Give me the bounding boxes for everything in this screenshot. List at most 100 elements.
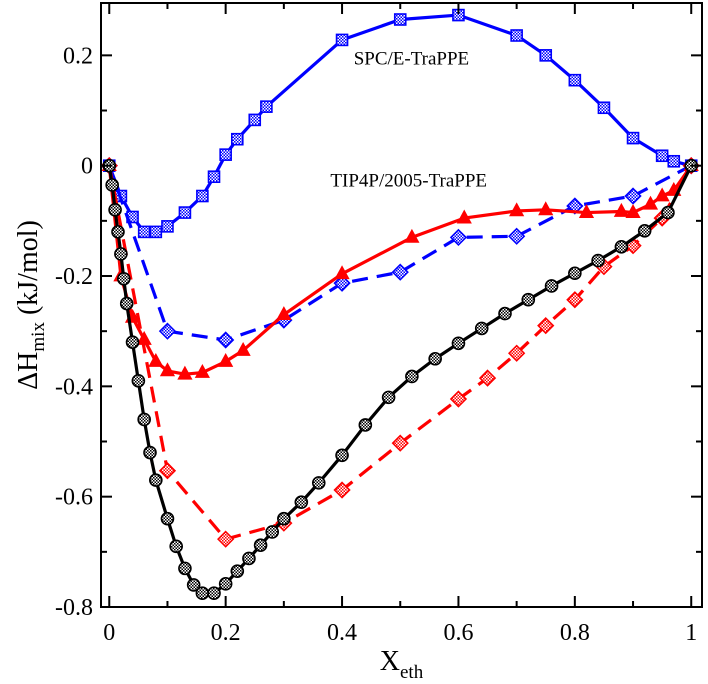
x-tick-label: 1	[685, 620, 697, 646]
data-point-circle	[591, 253, 605, 268]
y-axis-title-unit: (kJ/mol)	[13, 220, 44, 322]
data-point-diamond	[333, 274, 351, 292]
data-point-square	[626, 131, 640, 145]
data-point-circle	[131, 374, 146, 388]
data-point-circle	[381, 390, 396, 405]
y-tick-label: 0	[81, 154, 93, 180]
data-point-square	[137, 225, 151, 239]
data-point-circle	[149, 473, 163, 487]
y-axis-title: ΔHmix (kJ/mol)	[13, 220, 49, 390]
data-point-square	[393, 13, 407, 26]
data-point-circle	[253, 538, 268, 553]
x-axis-title-main: X	[380, 646, 400, 677]
data-point-square	[597, 101, 611, 115]
data-point-triangle	[654, 187, 670, 202]
data-point-circle	[265, 525, 280, 539]
data-point-diamond	[217, 530, 235, 548]
y-tick-label: -0.2	[55, 264, 93, 290]
data-point-square	[568, 73, 582, 87]
data-point-triangle	[538, 201, 554, 216]
data-point-diamond	[333, 481, 351, 499]
data-point-square	[510, 29, 523, 42]
data-point-diamond	[537, 317, 555, 335]
data-point-circle	[311, 476, 326, 490]
axes-layer: 0 0.2 0.4 0.6 0.8 1 -0.8 -0.6 -0.4 -0.2 0 0.2	[55, 2, 703, 646]
data-point-diamond	[566, 291, 584, 309]
data-point-square	[230, 132, 244, 146]
data-point-triangle	[404, 228, 420, 243]
data-point-diamond	[449, 228, 468, 247]
data-point-circle	[335, 448, 349, 463]
data-point-triangle	[276, 306, 292, 321]
data-point-circle	[277, 511, 291, 526]
data-point-circle	[111, 225, 125, 239]
x-axis-title: Xeth	[380, 646, 424, 683]
series-line	[107, 164, 693, 541]
x-tick-label: 0.2	[211, 620, 241, 646]
data-point-diamond	[508, 227, 526, 245]
data-point-triangle	[235, 341, 251, 356]
series-4	[102, 158, 699, 601]
data-point-circle	[544, 279, 559, 293]
data-point-square	[539, 49, 553, 62]
data-point-circle	[474, 321, 489, 336]
data-point-circle	[405, 369, 419, 384]
data-point-diamond	[391, 434, 409, 452]
data-point-circle	[114, 247, 128, 261]
data-point-diamond	[158, 462, 177, 480]
data-point-circle	[568, 266, 582, 281]
data-point-circle	[195, 586, 210, 601]
data-point-diamond	[624, 187, 642, 205]
series-line	[107, 164, 692, 342]
data-point-circle	[661, 205, 675, 220]
series-line	[107, 164, 693, 595]
data-point-circle	[143, 445, 157, 460]
data-point-diamond	[158, 322, 177, 340]
annotation-tip4p-trappe: TIP4P/2005-TraPPE	[330, 171, 487, 192]
data-point-circle	[218, 577, 233, 591]
data-point-circle	[207, 586, 221, 601]
data-point-circle	[498, 306, 512, 321]
data-point-diamond	[508, 344, 526, 362]
y-tick-label: -0.8	[55, 595, 93, 621]
data-point-triangle	[218, 352, 234, 367]
data-point-circle	[125, 335, 140, 350]
x-tick-label: 0.6	[443, 620, 473, 646]
series-3	[100, 157, 700, 548]
data-point-square	[196, 189, 209, 203]
data-point-circle	[230, 564, 245, 578]
data-point-triangle	[456, 209, 472, 224]
data-point-circle	[119, 296, 134, 311]
data-point-square	[655, 149, 669, 163]
data-point-square	[219, 148, 232, 161]
data-point-circle	[294, 495, 309, 509]
data-point-square	[260, 100, 273, 113]
data-point-circle	[614, 239, 629, 254]
data-point-triangle	[642, 195, 659, 210]
x-tick-label: 0.8	[560, 620, 590, 646]
data-point-diamond	[478, 369, 497, 387]
data-point-diamond	[566, 197, 584, 215]
data-point-circle	[178, 561, 192, 576]
data-point-circle	[137, 412, 151, 427]
data-point-triangle	[578, 204, 595, 218]
data-point-square	[335, 33, 349, 47]
annotation-spce-trappe: SPC/E-TraPPE	[354, 49, 469, 70]
y-tick-label: 0.2	[63, 43, 93, 69]
data-point-square	[207, 170, 221, 184]
data-point-diamond	[449, 390, 468, 408]
y-tick-label: -0.6	[55, 485, 93, 511]
data-point-square	[667, 154, 681, 168]
y-axis-title-main: ΔH	[13, 352, 44, 390]
data-point-circle	[521, 292, 536, 307]
data-point-circle	[428, 351, 442, 366]
x-tick-label: 0	[103, 620, 115, 646]
data-point-circle	[169, 539, 183, 554]
data-point-circle	[160, 511, 175, 526]
series-layer	[100, 8, 700, 601]
data-point-triangle	[613, 202, 629, 217]
data-point-circle	[451, 336, 466, 351]
data-point-square	[161, 220, 174, 233]
data-point-square	[178, 206, 192, 219]
